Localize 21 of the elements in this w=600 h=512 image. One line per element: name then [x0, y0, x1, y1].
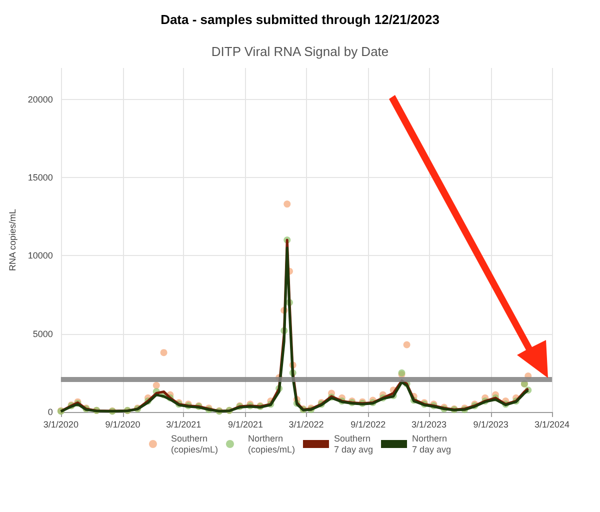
chart-title: Data - samples submitted through 12/21/2023 — [160, 12, 440, 27]
x-tick-label: 3/1/2020 — [43, 420, 78, 430]
x-tick-label: 3/1/2022 — [288, 420, 324, 430]
legend-label: Northern (copies/mL) — [248, 434, 295, 454]
x-tick-label: 9/1/2022 — [350, 420, 386, 430]
x-tick-label: 3/1/2024 — [534, 420, 570, 430]
chart-subtitle: DITP Viral RNA Signal by Date — [211, 44, 389, 59]
x-tick-label: 3/1/2023 — [411, 420, 447, 430]
legend-label: Southern 7 day avg — [334, 434, 374, 454]
y-axis-title: RNA copies/mL — [8, 208, 18, 272]
y-tick-label: 15000 — [28, 172, 53, 182]
x-tick-label: 9/1/2020 — [105, 420, 140, 430]
y-tick-label: 10000 — [28, 250, 53, 261]
x-tick-label: 9/1/2023 — [473, 420, 508, 430]
y-tick-label: 5000 — [32, 328, 53, 339]
legend-label: Northern 7 day avg — [412, 434, 452, 454]
x-tick-label: 3/1/2021 — [166, 420, 202, 430]
y-tick-label: 0 — [48, 407, 53, 417]
x-tick-label: 9/1/2021 — [228, 420, 263, 430]
legend-label: Southern (copies/mL) — [170, 434, 218, 454]
y-tick-label: 20000 — [28, 94, 53, 104]
